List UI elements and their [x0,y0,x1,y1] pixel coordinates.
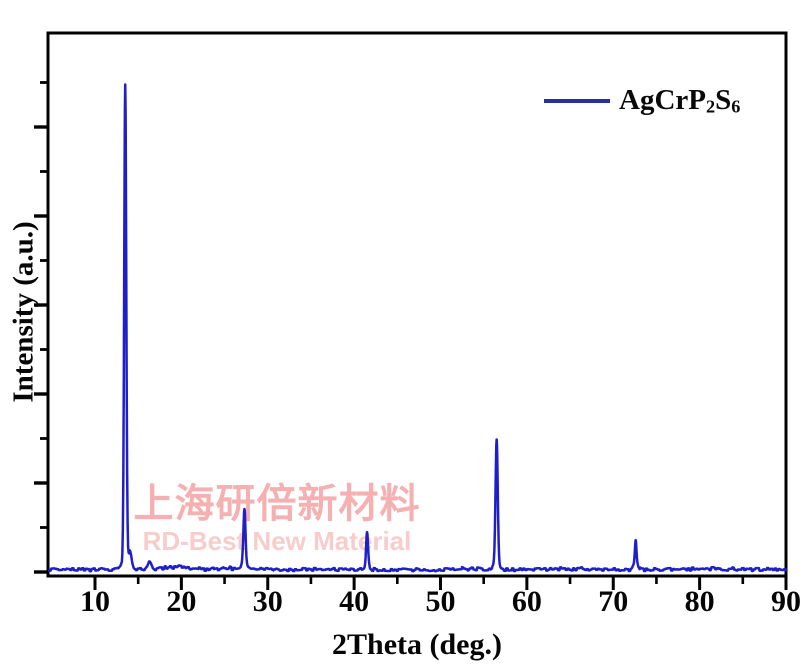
legend-series-label: AgCrP2S6 [619,84,740,117]
legend-label-part: S [715,84,732,116]
legend-line-swatch [544,98,610,103]
watermark-chinese-text: 上海研倍新材料 [133,481,421,527]
xrd-trace [47,83,788,573]
legend-label-subscript: 2 [705,96,716,117]
legend-label-part: AgCrP [619,84,706,116]
legend-label-subscript: 6 [731,96,741,117]
legend: AgCrP2S6 [544,84,740,117]
